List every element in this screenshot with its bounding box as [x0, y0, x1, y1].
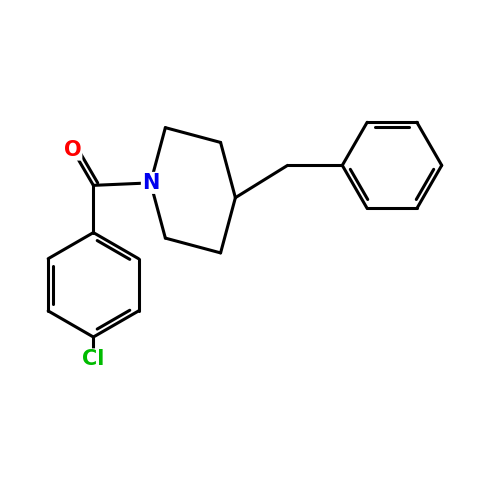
- Text: Cl: Cl: [82, 350, 104, 370]
- Text: O: O: [64, 140, 82, 160]
- Text: N: N: [142, 173, 159, 193]
